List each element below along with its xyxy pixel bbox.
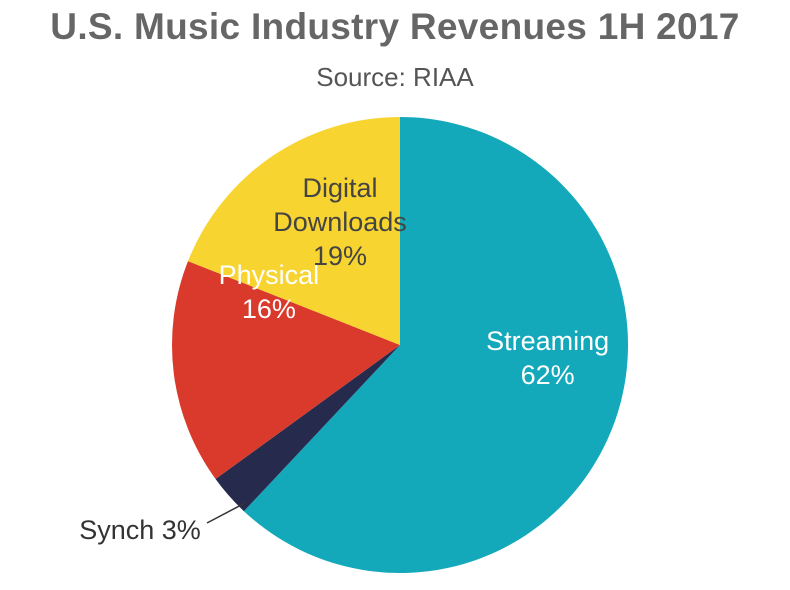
- slice-label: Physical: [219, 260, 320, 290]
- chart-subtitle: Source: RIAA: [316, 62, 474, 92]
- pie-slice-synch-3-: [215, 345, 400, 512]
- slice-label: Streaming: [486, 326, 609, 356]
- slice-label: 19%: [313, 241, 367, 271]
- slice-label: Synch 3%: [79, 515, 201, 545]
- chart-title: U.S. Music Industry Revenues 1H 2017: [50, 6, 740, 47]
- slice-label: Downloads: [273, 207, 407, 237]
- slice-label: 62%: [521, 360, 575, 390]
- slice-label: 16%: [242, 294, 296, 324]
- slice-labels: Streaming 62% Synch 3% Physical 16% Digital Do…: [79, 173, 609, 545]
- pie-slice-digital: [188, 117, 400, 345]
- pie-slice-physical: [171, 261, 400, 480]
- pie-slice-streaming: [243, 117, 629, 573]
- synch-leader-line: [206, 502, 246, 524]
- slice-label: Digital: [302, 173, 377, 203]
